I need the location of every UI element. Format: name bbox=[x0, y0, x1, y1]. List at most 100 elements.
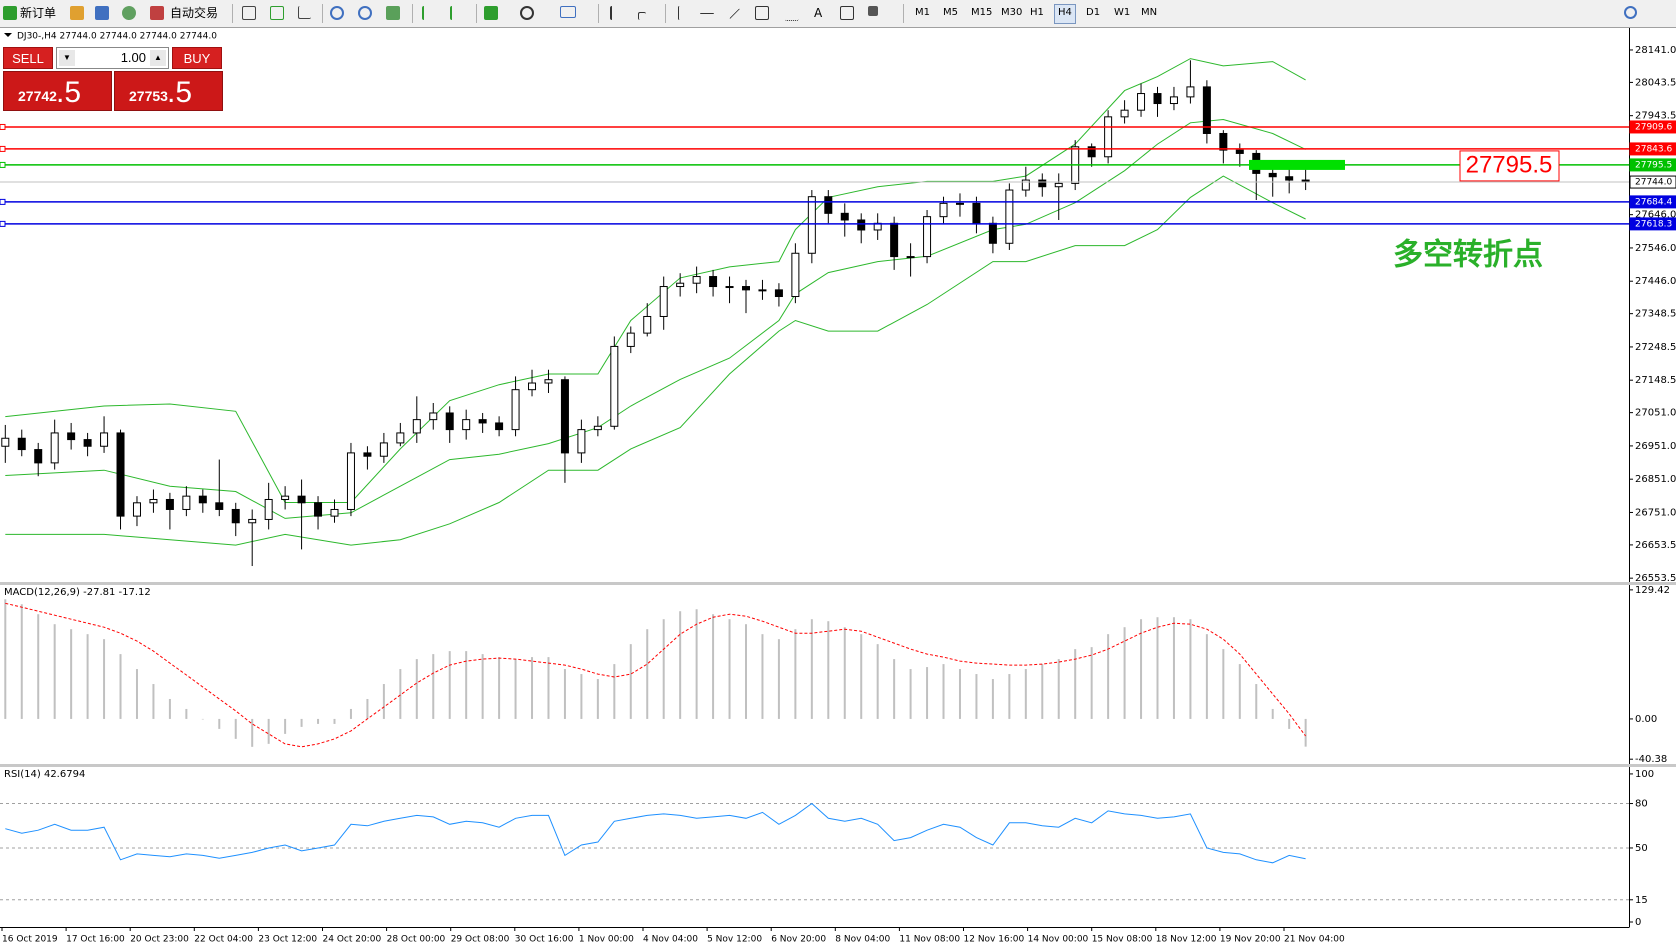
price-label: 27684.4 bbox=[1635, 197, 1672, 207]
macd-bar bbox=[366, 698, 369, 719]
tool-icon[interactable] bbox=[422, 6, 438, 20]
vline[interactable] bbox=[678, 6, 681, 20]
text-tool[interactable]: A bbox=[814, 6, 823, 20]
macd-bar bbox=[1255, 684, 1258, 719]
trendline[interactable] bbox=[729, 8, 741, 20]
candle-body bbox=[791, 252, 800, 298]
macd-bar bbox=[1057, 659, 1060, 719]
x-tick-label: 14 Nov 00:00 bbox=[1028, 935, 1089, 945]
y-tick-label: 26851.0 bbox=[1635, 474, 1676, 485]
tool-icon[interactable] bbox=[95, 6, 109, 20]
volume-up[interactable]: ▲ bbox=[150, 50, 166, 66]
cursor[interactable] bbox=[610, 6, 620, 20]
timeframe-button[interactable]: D1 bbox=[1086, 7, 1101, 18]
candle-body bbox=[972, 202, 981, 224]
arrows[interactable] bbox=[868, 6, 878, 16]
macd-bar bbox=[794, 629, 797, 719]
macd-bar bbox=[777, 639, 780, 719]
candle-body bbox=[281, 495, 290, 500]
macd-bar bbox=[827, 621, 830, 719]
tool-icon[interactable] bbox=[298, 6, 311, 19]
volume-down[interactable]: ▼ bbox=[59, 50, 75, 66]
tool-icon[interactable] bbox=[755, 6, 769, 20]
x-tick-label: 17 Oct 16:00 bbox=[66, 935, 125, 945]
bid-box[interactable]: 27742 .5 bbox=[3, 71, 112, 111]
y-tick-label: 28141.0 bbox=[1635, 45, 1676, 56]
tool-icon[interactable] bbox=[450, 6, 466, 20]
timeframe-button[interactable]: M15 bbox=[971, 7, 993, 18]
candle-body bbox=[396, 432, 405, 444]
search[interactable] bbox=[1624, 6, 1637, 19]
buy-button[interactable]: BUY bbox=[172, 47, 222, 69]
y-tick-label: 28043.5 bbox=[1635, 77, 1676, 88]
macd-bar bbox=[1090, 647, 1093, 719]
zoom-in[interactable] bbox=[330, 6, 344, 20]
annotation-text: 多空转折点 bbox=[1393, 238, 1543, 273]
x-tick-label: 23 Oct 12:00 bbox=[258, 935, 317, 945]
bollinger-lower bbox=[5, 175, 1306, 546]
auto-trading-icon[interactable] bbox=[150, 6, 164, 20]
crosshair[interactable] bbox=[638, 12, 646, 20]
timeframe-button[interactable]: M30 bbox=[1001, 7, 1023, 18]
candle-body bbox=[709, 276, 718, 288]
y-tick-label: 129.42 bbox=[1635, 585, 1670, 596]
timeframe-button[interactable]: M5 bbox=[943, 7, 958, 18]
candle-body bbox=[67, 432, 76, 441]
volume-spinner[interactable]: ▼ 1.00 ▲ bbox=[56, 47, 169, 69]
macd-bar bbox=[1304, 718, 1307, 747]
macd-bar bbox=[1172, 617, 1175, 719]
new-order-icon[interactable] bbox=[3, 6, 17, 20]
timeframe-button[interactable]: H4 bbox=[1054, 4, 1076, 24]
candle-body bbox=[528, 382, 537, 391]
candle-body bbox=[923, 216, 932, 258]
macd-bar bbox=[234, 718, 237, 739]
x-tick-label: 8 Nov 04:00 bbox=[835, 935, 890, 945]
timeframe-button[interactable]: M1 bbox=[915, 7, 930, 18]
timeframe-button[interactable]: W1 bbox=[1114, 7, 1131, 18]
tool-icon[interactable] bbox=[270, 6, 284, 20]
level-anchor bbox=[0, 145, 6, 152]
templates[interactable] bbox=[560, 6, 576, 18]
zoom-out[interactable] bbox=[358, 6, 372, 20]
candle-body bbox=[215, 502, 224, 510]
hline[interactable] bbox=[700, 13, 714, 15]
y-tick-label: 27546.0 bbox=[1635, 243, 1676, 254]
candle-body bbox=[577, 429, 586, 454]
label-tool[interactable] bbox=[840, 6, 854, 20]
candle-body bbox=[346, 452, 355, 510]
tool-icon[interactable] bbox=[122, 6, 136, 20]
macd-bar bbox=[1189, 619, 1192, 719]
macd-bar bbox=[761, 634, 764, 719]
candle-body bbox=[1137, 93, 1146, 111]
indicators[interactable] bbox=[484, 6, 498, 20]
periods[interactable] bbox=[520, 6, 534, 20]
x-tick-label: 11 Nov 08:00 bbox=[899, 935, 960, 945]
candle-body bbox=[330, 508, 339, 517]
macd-bar bbox=[1024, 669, 1027, 719]
tool-icon[interactable] bbox=[242, 6, 256, 20]
timeframe-button[interactable]: MN bbox=[1141, 7, 1158, 18]
y-tick-label: 0 bbox=[1635, 917, 1641, 928]
sell-button[interactable]: SELL bbox=[3, 47, 53, 69]
macd-bar bbox=[1140, 619, 1143, 719]
price-label-box bbox=[1629, 142, 1676, 156]
volume-input[interactable]: 1.00 bbox=[120, 50, 146, 65]
candle-body bbox=[955, 202, 964, 205]
auto-trading-button[interactable]: 自动交易 bbox=[170, 6, 219, 20]
indicator-title: RSI(14) 42.6794 bbox=[4, 769, 85, 780]
candle-body bbox=[363, 452, 372, 457]
separator bbox=[232, 4, 233, 23]
tool-icon[interactable] bbox=[70, 6, 84, 20]
macd-bar bbox=[1238, 664, 1241, 719]
fibo[interactable] bbox=[785, 6, 799, 21]
new-order-button[interactable]: 新订单 bbox=[20, 6, 57, 20]
ask-box[interactable]: 27753 .5 bbox=[114, 71, 223, 111]
macd-bar bbox=[1205, 634, 1208, 719]
candle-body bbox=[742, 286, 750, 291]
y-tick-label: 26653.5 bbox=[1635, 540, 1676, 551]
macd-bar bbox=[893, 659, 896, 719]
candle-body bbox=[149, 498, 158, 504]
y-tick-label: 80 bbox=[1635, 799, 1648, 810]
timeframe-button[interactable]: H1 bbox=[1030, 7, 1044, 18]
tool-icon[interactable] bbox=[386, 6, 400, 20]
